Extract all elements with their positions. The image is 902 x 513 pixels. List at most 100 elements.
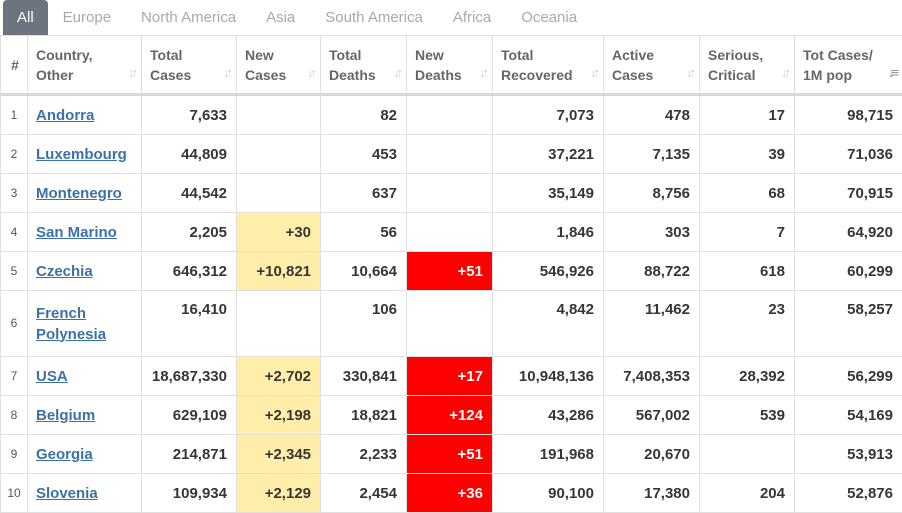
total-deaths-cell: 18,821 — [321, 396, 407, 435]
row-index: 4 — [1, 213, 28, 252]
sort-arrows-icon[interactable]: ↓↑ — [223, 63, 230, 83]
total-recovered-cell: 43,286 — [493, 396, 604, 435]
total-recovered-cell: 90,100 — [493, 474, 604, 513]
sort-desc-icon[interactable]: ↓≡ — [888, 63, 896, 83]
continent-tabs: All Europe North America Asia South Amer… — [0, 0, 902, 35]
total-deaths-cell: 330,841 — [321, 357, 407, 396]
cases-per-million-cell: 53,913 — [795, 435, 902, 474]
total-recovered-cell: 1,846 — [493, 213, 604, 252]
cases-per-million-cell: 54,169 — [795, 396, 902, 435]
total-deaths-cell: 637 — [321, 174, 407, 213]
tab-europe[interactable]: Europe — [48, 0, 126, 35]
serious-critical-cell: 39 — [700, 135, 795, 174]
tab-africa[interactable]: Africa — [438, 0, 506, 35]
active-cases-cell: 7,408,353 — [604, 357, 700, 396]
active-cases-cell: 20,670 — [604, 435, 700, 474]
new-cases-cell: +2,345 — [237, 435, 321, 474]
country-link[interactable]: Andorra — [36, 107, 94, 124]
sort-arrows-icon[interactable]: ↓↑ — [781, 63, 788, 83]
total-recovered-cell: 10,948,136 — [493, 357, 604, 396]
tab-north-america[interactable]: North America — [126, 0, 251, 35]
new-cases-cell: +30 — [237, 213, 321, 252]
country-link[interactable]: Montenegro — [36, 185, 122, 202]
total-cases-cell: 16,410 — [142, 291, 237, 357]
row-index: 8 — [1, 396, 28, 435]
row-index: 10 — [1, 474, 28, 513]
total-deaths-cell: 56 — [321, 213, 407, 252]
country-link[interactable]: USA — [36, 368, 68, 385]
country-link[interactable]: Slovenia — [36, 485, 98, 502]
sort-arrows-icon[interactable]: ↓↑ — [307, 63, 314, 83]
table-row: 5 Czechia 646,312 +10,821 10,664 +51 546… — [1, 252, 902, 291]
serious-critical-cell: 204 — [700, 474, 795, 513]
new-deaths-cell — [407, 213, 493, 252]
serious-critical-cell: 618 — [700, 252, 795, 291]
country-link[interactable]: Belgium — [36, 407, 95, 424]
table-row: 2 Luxembourg 44,809 453 37,221 7,135 39 … — [1, 135, 902, 174]
active-cases-cell: 8,756 — [604, 174, 700, 213]
new-cases-cell: +2,129 — [237, 474, 321, 513]
new-deaths-cell: +51 — [407, 435, 493, 474]
total-deaths-cell: 2,233 — [321, 435, 407, 474]
active-cases-cell: 567,002 — [604, 396, 700, 435]
new-deaths-cell — [407, 174, 493, 213]
country-cell: San Marino — [28, 213, 142, 252]
total-cases-cell: 646,312 — [142, 252, 237, 291]
row-index: 1 — [1, 95, 28, 135]
active-cases-cell: 11,462 — [604, 291, 700, 357]
country-link[interactable]: French Polynesia — [36, 305, 106, 343]
sort-arrows-icon[interactable]: ↓↑ — [590, 63, 597, 83]
tab-oceania[interactable]: Oceania — [506, 0, 592, 35]
row-index: 6 — [1, 291, 28, 357]
header-cases-per-million[interactable]: Tot Cases/1M pop ↓≡ — [795, 36, 902, 95]
country-cell: Belgium — [28, 396, 142, 435]
country-link[interactable]: San Marino — [36, 224, 117, 241]
row-index: 9 — [1, 435, 28, 474]
serious-critical-cell: 7 — [700, 213, 795, 252]
active-cases-cell: 303 — [604, 213, 700, 252]
country-cell: Montenegro — [28, 174, 142, 213]
row-index: 7 — [1, 357, 28, 396]
total-recovered-cell: 7,073 — [493, 95, 604, 135]
total-deaths-cell: 10,664 — [321, 252, 407, 291]
row-index: 5 — [1, 252, 28, 291]
new-cases-cell — [237, 135, 321, 174]
new-cases-cell — [237, 291, 321, 357]
new-cases-cell: +2,198 — [237, 396, 321, 435]
country-link[interactable]: Georgia — [36, 446, 93, 463]
active-cases-cell: 88,722 — [604, 252, 700, 291]
country-link[interactable]: Luxembourg — [36, 146, 127, 163]
active-cases-cell: 478 — [604, 95, 700, 135]
new-deaths-cell: +17 — [407, 357, 493, 396]
active-cases-cell: 7,135 — [604, 135, 700, 174]
total-cases-cell: 629,109 — [142, 396, 237, 435]
country-link[interactable]: Czechia — [36, 263, 93, 280]
tab-all[interactable]: All — [3, 0, 48, 35]
cases-per-million-cell: 52,876 — [795, 474, 902, 513]
sort-arrows-icon[interactable]: ↓↑ — [479, 63, 486, 83]
sort-arrows-icon[interactable]: ↓↑ — [686, 63, 693, 83]
sort-arrows-icon[interactable]: ↓↑ — [128, 63, 135, 83]
header-serious-critical[interactable]: Serious,Critical ↓↑ — [700, 36, 795, 95]
header-country[interactable]: Country,Other ↓↑ — [28, 36, 142, 95]
serious-critical-cell: 28,392 — [700, 357, 795, 396]
table-row: 9 Georgia 214,871 +2,345 2,233 +51 191,9… — [1, 435, 902, 474]
tab-south-america[interactable]: South America — [310, 0, 438, 35]
total-recovered-cell: 37,221 — [493, 135, 604, 174]
total-deaths-cell: 453 — [321, 135, 407, 174]
total-cases-cell: 7,633 — [142, 95, 237, 135]
tab-asia[interactable]: Asia — [251, 0, 310, 35]
new-deaths-cell — [407, 95, 493, 135]
table-row: 8 Belgium 629,109 +2,198 18,821 +124 43,… — [1, 396, 902, 435]
new-cases-cell — [237, 95, 321, 135]
new-cases-cell — [237, 174, 321, 213]
sort-arrows-icon[interactable]: ↓↑ — [393, 63, 400, 83]
total-cases-cell: 44,809 — [142, 135, 237, 174]
